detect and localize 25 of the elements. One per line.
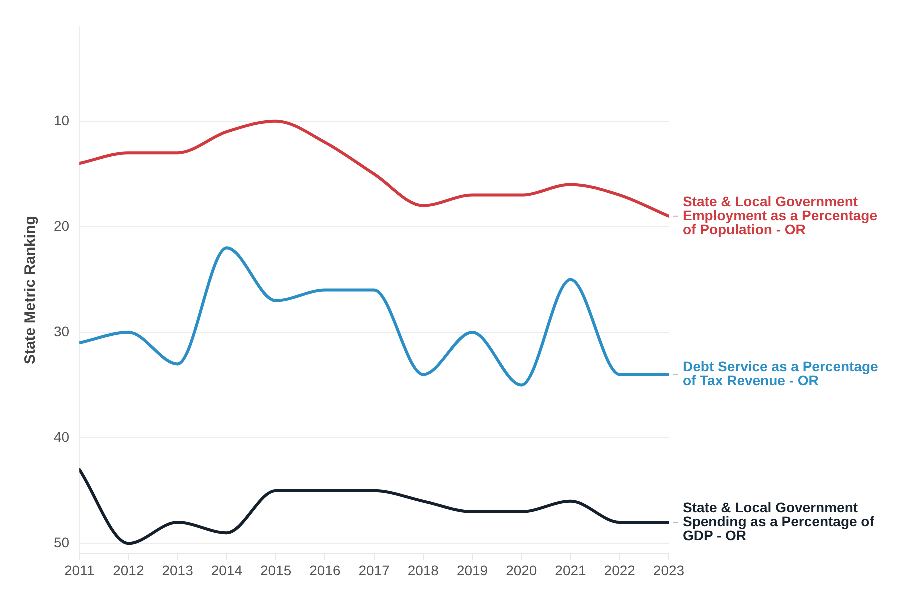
x-tick-label: 2013 <box>162 562 194 578</box>
line-series <box>80 120 669 218</box>
x-tick-label: 2011 <box>64 562 95 578</box>
x-tick-label: 2023 <box>653 562 685 578</box>
series-label: State & Local Government Spending as a Percentage of GDP - OR <box>683 499 875 544</box>
x-tick-label: 2020 <box>506 562 538 578</box>
x-tick-label: 2018 <box>408 562 440 578</box>
x-tick-label: 2017 <box>358 562 390 578</box>
x-tick-label: 2015 <box>260 562 292 578</box>
line-series <box>80 246 669 387</box>
x-tick-label: 2022 <box>604 562 636 578</box>
x-tick-label: 2019 <box>456 562 488 578</box>
x-tick-label: 2016 <box>310 562 341 578</box>
y-tick-label: 40 <box>54 428 70 445</box>
x-tick-label: 2021 <box>555 562 587 578</box>
line-series <box>80 468 669 546</box>
series-label: Debt Service as a Percentage of Tax Revenue - OR <box>683 358 879 389</box>
y-axis-title: State Metric Ranking <box>22 216 40 364</box>
y-tick-label: 50 <box>54 534 70 551</box>
y-tick-label: 20 <box>54 218 70 234</box>
x-tick-label: 2012 <box>113 562 144 578</box>
x-tick-label: 2014 <box>211 562 243 578</box>
y-tick-label: 10 <box>54 112 70 128</box>
series-label: State & Local Government Employment as a Percentage of Population - OR <box>683 193 878 238</box>
y-tick-label: 30 <box>54 323 70 340</box>
